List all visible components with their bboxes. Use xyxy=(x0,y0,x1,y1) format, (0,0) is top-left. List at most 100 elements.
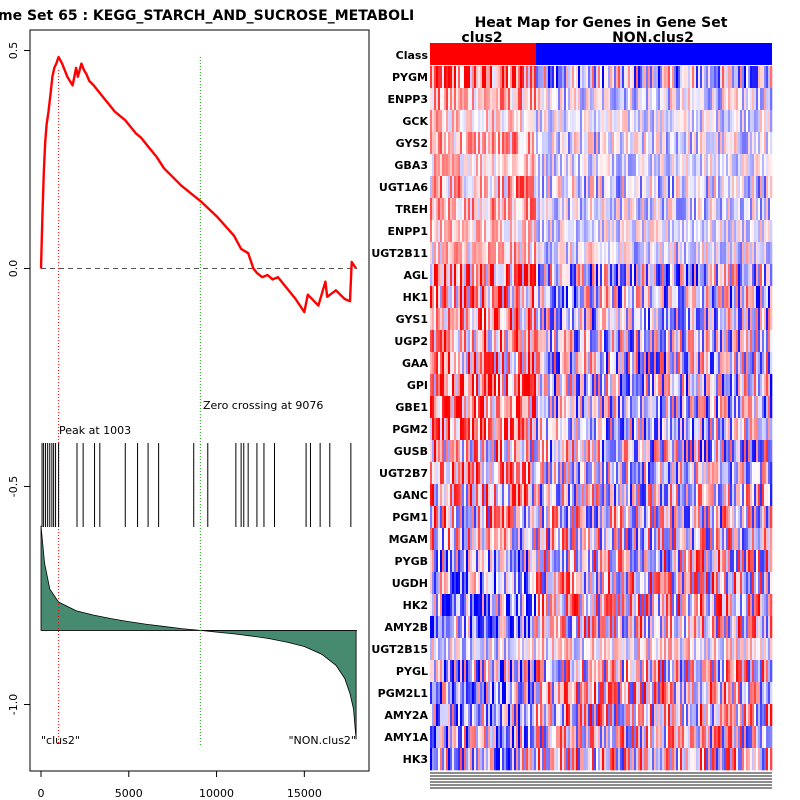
heatmap-cell xyxy=(726,528,729,551)
heatmap-cell xyxy=(504,374,507,397)
heatmap-cell xyxy=(720,308,723,331)
heatmap-cell xyxy=(728,374,731,397)
heatmap-cell xyxy=(536,176,539,199)
heatmap-cell xyxy=(430,286,433,309)
heatmap-cell xyxy=(748,132,751,155)
heatmap-cell xyxy=(626,484,629,507)
heatmap-cell xyxy=(494,528,497,551)
heatmap-cell xyxy=(684,220,687,243)
heatmap-cell xyxy=(432,176,435,199)
heatmap-cell xyxy=(626,528,629,551)
heatmap-cell xyxy=(736,242,739,265)
heatmap-cell xyxy=(508,154,511,177)
heatmap-cell xyxy=(744,484,747,507)
heatmap-cell xyxy=(528,88,531,111)
heatmap-cell xyxy=(466,572,469,595)
heatmap-cell xyxy=(648,264,651,287)
heatmap-cell xyxy=(448,374,451,397)
heatmap-cell xyxy=(620,110,623,133)
heatmap-cell xyxy=(536,396,539,419)
heatmap-cell xyxy=(700,462,703,485)
heatmap-cell xyxy=(438,484,441,507)
heatmap-cell xyxy=(746,154,749,177)
heatmap-cell xyxy=(440,132,443,155)
heatmap-cell xyxy=(668,308,671,331)
heatmap-cell xyxy=(572,682,575,705)
heatmap-cell xyxy=(562,264,565,287)
heatmap-cell xyxy=(528,220,531,243)
heatmap-cell xyxy=(736,462,739,485)
heatmap-cell xyxy=(566,638,569,661)
heatmap-cell xyxy=(520,66,523,89)
heatmap-cell xyxy=(518,66,521,89)
heatmap-cell xyxy=(576,484,579,507)
heatmap-cell xyxy=(540,484,543,507)
heatmap-cell xyxy=(588,198,591,221)
heatmap-cell xyxy=(574,506,577,529)
heatmap-cell xyxy=(754,484,757,507)
heatmap-cell xyxy=(566,330,569,353)
heatmap-cell xyxy=(692,572,695,595)
heatmap-cell xyxy=(554,572,557,595)
heatmap-cell xyxy=(572,242,575,265)
heatmap-cell xyxy=(708,572,711,595)
heatmap-cell xyxy=(680,506,683,529)
heatmap-cell xyxy=(712,418,715,441)
heatmap-cell xyxy=(616,616,619,639)
heatmap-cell xyxy=(750,308,753,331)
heatmap-cell xyxy=(636,638,639,661)
heatmap-cell xyxy=(698,616,701,639)
heatmap-cell xyxy=(640,638,643,661)
heatmap-cell xyxy=(468,66,471,89)
heatmap-cell xyxy=(486,484,489,507)
heatmap-cell xyxy=(476,440,479,463)
heatmap-cell xyxy=(530,462,533,485)
heatmap-cell xyxy=(434,396,437,419)
heatmap-cell xyxy=(432,638,435,661)
heatmap-cell xyxy=(660,66,663,89)
heatmap-cell xyxy=(638,330,641,353)
heatmap-cell xyxy=(728,418,731,441)
heatmap-cell xyxy=(636,484,639,507)
heatmap-cell xyxy=(516,110,519,133)
heatmap-cell xyxy=(510,198,513,221)
heatmap-cell xyxy=(544,682,547,705)
heatmap-cell xyxy=(572,352,575,375)
heatmap-cell xyxy=(480,506,483,529)
heatmap-cell xyxy=(726,396,729,419)
heatmap-cell xyxy=(464,440,467,463)
heatmap-cell xyxy=(462,330,465,353)
heatmap-cell xyxy=(500,506,503,529)
heatmap-cell xyxy=(494,88,497,111)
heatmap-cell xyxy=(550,594,553,617)
heatmap-cell xyxy=(550,660,553,683)
heatmap-cell xyxy=(678,660,681,683)
heatmap-cell xyxy=(566,484,569,507)
heatmap-cell xyxy=(686,132,689,155)
heatmap-cell xyxy=(454,572,457,595)
heatmap-cell xyxy=(656,330,659,353)
heatmap-cell xyxy=(566,572,569,595)
heatmap-cell xyxy=(456,176,459,199)
heatmap-cell xyxy=(490,110,493,133)
heatmap-cell xyxy=(664,374,667,397)
heatmap-cell xyxy=(466,132,469,155)
heatmap-cell xyxy=(686,682,689,705)
heatmap-cell xyxy=(618,198,621,221)
heatmap-cell xyxy=(598,682,601,705)
heatmap-cell xyxy=(572,66,575,89)
heatmap-cell xyxy=(646,352,649,375)
heatmap-cell xyxy=(654,616,657,639)
heatmap-cell xyxy=(470,550,473,573)
heatmap-cell xyxy=(502,396,505,419)
heatmap-cell xyxy=(580,264,583,287)
heatmap-cell xyxy=(470,110,473,133)
heatmap-cell xyxy=(464,352,467,375)
heatmap-cell xyxy=(676,638,679,661)
heatmap-cell xyxy=(438,352,441,375)
heatmap-cell xyxy=(656,528,659,551)
heatmap-cell xyxy=(556,242,559,265)
heatmap-cell xyxy=(758,418,761,441)
heatmap-cell xyxy=(736,396,739,419)
heatmap-cell xyxy=(502,528,505,551)
